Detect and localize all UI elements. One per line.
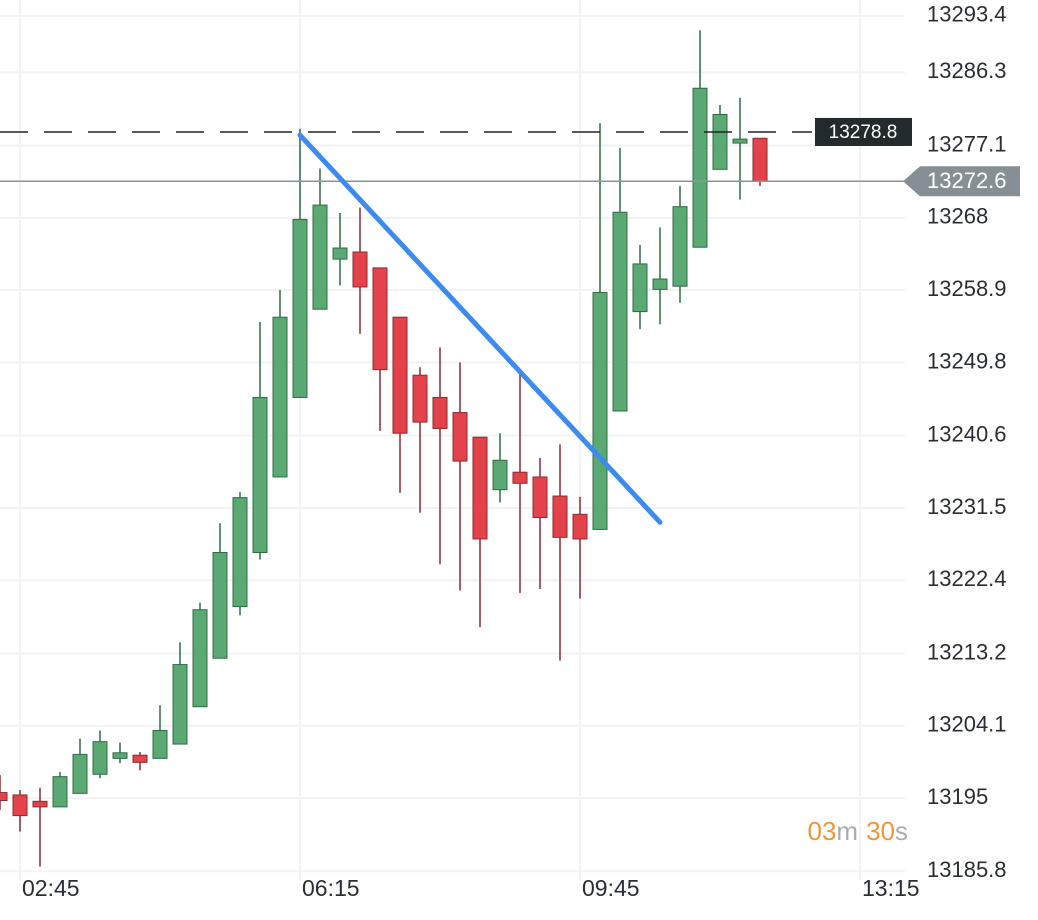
candle-body (492, 459, 508, 491)
candle-body (632, 263, 648, 313)
x-tick-label: 02:45 (22, 875, 80, 901)
candle-body (352, 251, 368, 288)
candle-body (172, 664, 188, 745)
countdown-minutes: 03 (807, 816, 836, 846)
candle-body (32, 800, 48, 808)
y-tick-label: 13258.9 (927, 276, 1007, 301)
y-tick-label: 13222.4 (927, 566, 1007, 591)
candle-body (672, 206, 688, 287)
y-tick-label: 13286.3 (927, 58, 1007, 83)
countdown-seconds-unit: s (895, 816, 908, 846)
trendline (297, 132, 663, 525)
overlay: 13293.4 13286.3 13277.1 13268 13258.9 13249.8… (0, 2, 1020, 901)
last-price-label-box (903, 166, 1020, 197)
candle-body (152, 730, 168, 759)
countdown-seconds: 30 (866, 816, 895, 846)
countdown-minutes-unit: m (836, 816, 858, 846)
candle-body (512, 471, 528, 484)
candle-body (292, 218, 308, 398)
candle-body (452, 412, 468, 462)
y-tick-label: 13213.2 (927, 639, 1007, 664)
candle-body (212, 551, 228, 659)
candle-body (252, 396, 268, 553)
candle-body (572, 513, 588, 540)
candle-body (372, 267, 388, 371)
candle-body (312, 204, 328, 310)
y-tick-label: 13249.8 (927, 348, 1007, 373)
candle-body (232, 497, 248, 608)
y-tick-label: 13277.1 (927, 131, 1007, 156)
reference-label: 13278.8 (829, 122, 898, 143)
candle-body (552, 495, 568, 538)
y-tick-label: 13204.1 (927, 712, 1007, 737)
candle-body (112, 752, 128, 759)
reference-label-box (815, 117, 912, 146)
candle-body (332, 247, 348, 260)
candle-body (92, 741, 108, 775)
candle-body (392, 316, 408, 434)
candle-body (432, 396, 448, 429)
candle-body (412, 374, 428, 423)
candle-body (732, 138, 748, 144)
candle-body (12, 794, 28, 817)
grid (0, 0, 905, 880)
candle-body (272, 316, 288, 478)
last-price-label: 13272.6 (927, 168, 1007, 193)
y-tick-label: 13195 (927, 784, 988, 809)
candle-body (72, 753, 88, 794)
candle-body (752, 137, 768, 182)
x-tick-label: 13:15 (862, 875, 920, 901)
candle-body (532, 476, 548, 519)
y-tick-label: 13268 (927, 204, 988, 229)
candle-body (132, 754, 148, 763)
candle-body (652, 278, 668, 290)
candle-body (612, 211, 628, 412)
y-tick-label: 13185.8 (927, 857, 1007, 882)
candle-body (472, 436, 488, 540)
x-tick-label: 06:15 (302, 875, 360, 901)
candle-body (592, 292, 608, 530)
y-tick-label: 13231.5 (927, 494, 1007, 519)
candles (0, 30, 768, 867)
candle-body (0, 792, 8, 802)
y-tick-label: 13240.6 (927, 421, 1007, 446)
x-tick-label: 09:45 (582, 875, 640, 901)
y-tick-label: 13293.4 (927, 2, 1007, 27)
candle-body (712, 113, 728, 170)
countdown: 03m 30s (807, 816, 908, 846)
candle-body (192, 609, 208, 708)
candle-body (52, 776, 68, 808)
candle-body (692, 87, 708, 248)
